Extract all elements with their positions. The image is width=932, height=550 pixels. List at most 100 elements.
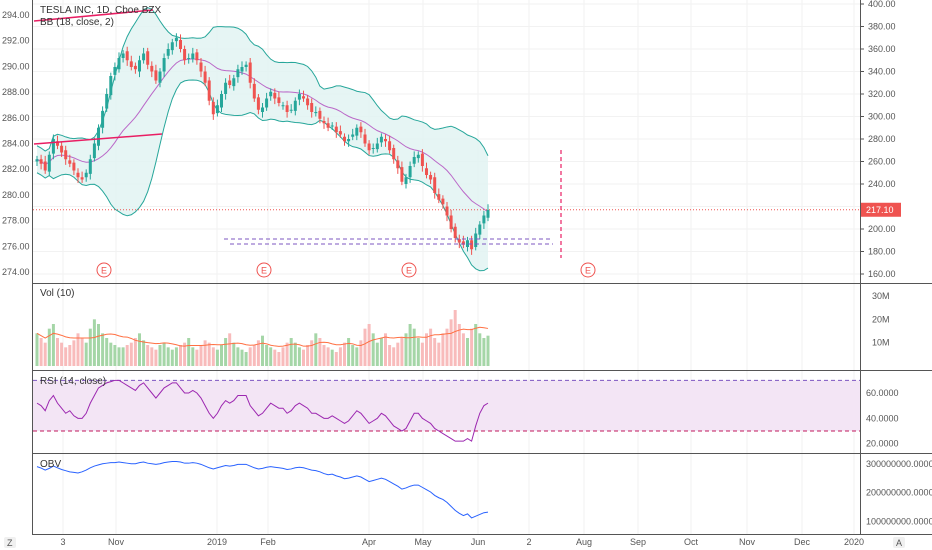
volume-bar: [433, 338, 437, 366]
candle-body: [355, 127, 359, 136]
volume-axis-tick: 20M: [872, 314, 890, 324]
earnings-marker[interactable]: [580, 262, 596, 278]
candle-body: [113, 67, 117, 75]
candle-body: [133, 65, 137, 70]
candle-body: [92, 143, 96, 159]
volume-bar: [379, 338, 383, 366]
x-axis-tick: Feb: [260, 537, 276, 547]
trend-line-mid[interactable]: [33, 133, 163, 145]
volume-bar: [170, 349, 174, 366]
candle-body: [461, 241, 465, 245]
earnings-marker[interactable]: [256, 262, 272, 278]
earnings-marker[interactable]: [96, 262, 112, 278]
x-axis-tick: Aug: [576, 537, 592, 547]
volume-bar: [453, 310, 457, 366]
volume-bar: [314, 333, 318, 366]
volume-bar: [482, 338, 486, 366]
volume-bar: [474, 324, 478, 366]
left-axis-tick: 278.00: [2, 216, 30, 226]
candle-body: [142, 53, 146, 61]
candle-body: [60, 145, 64, 153]
candle-body: [150, 65, 154, 72]
volume-bar: [269, 347, 273, 366]
volume-bar: [277, 352, 281, 366]
auto-scale-button[interactable]: [893, 537, 905, 548]
volume-bar: [199, 345, 203, 366]
volume-bar: [408, 324, 412, 366]
volume-bar: [351, 345, 355, 366]
x-axis-tick: Apr: [362, 537, 376, 547]
candle-body: [64, 150, 68, 160]
candle-body: [109, 76, 113, 96]
volume-bar: [191, 347, 195, 366]
volume-bar: [392, 347, 396, 366]
candle-body: [220, 94, 223, 108]
candle-body: [273, 92, 277, 99]
candle-body: [416, 154, 420, 159]
volume-bar: [273, 349, 277, 366]
candle-body: [470, 240, 474, 250]
candle-body: [338, 131, 342, 135]
candle-body: [322, 121, 326, 124]
candle-body: [400, 167, 404, 182]
candle-body: [236, 69, 240, 78]
volume-bar: [248, 347, 252, 366]
volume-bar: [261, 335, 264, 366]
left-axis-tick: 284.00: [2, 139, 30, 149]
candle-body: [379, 136, 383, 143]
rsi-legend: RSI (14, close): [40, 376, 106, 387]
candle-body: [97, 127, 100, 146]
volume-axis-tick: 10M: [872, 338, 890, 348]
candle-body: [183, 49, 187, 61]
trend-lines[interactable]: [33, 9, 562, 258]
volume-bar: [371, 333, 375, 366]
candle-body: [453, 226, 457, 238]
trend-line-top[interactable]: [33, 9, 154, 22]
candles: [35, 33, 490, 255]
obv-panel[interactable]: [32, 454, 860, 534]
obv-series: [36, 460, 489, 519]
volume-bar: [146, 345, 150, 366]
candle-body: [244, 64, 248, 67]
x-axis-tick: Nov: [739, 537, 756, 547]
earnings-marker[interactable]: [401, 262, 417, 278]
right-axis-tick: 400.00: [868, 0, 896, 9]
bb-fill: [37, 7, 488, 271]
candle-body: [486, 209, 490, 218]
candle-body: [170, 42, 174, 51]
volume-bar: [252, 345, 256, 366]
candle-body: [384, 139, 387, 142]
volume-bar: [441, 333, 445, 366]
zoom-button[interactable]: [4, 537, 16, 548]
volume-bar: [162, 342, 166, 366]
left-axis-tick: 294.00: [2, 10, 30, 20]
volume-bar: [367, 324, 371, 366]
right-axis-tick: 360.00: [868, 44, 896, 54]
volume-bar: [363, 328, 367, 366]
candle-body: [248, 62, 252, 83]
candle-body: [293, 100, 297, 111]
x-axis-tick: 2020: [844, 537, 864, 547]
candle-body: [420, 153, 424, 166]
candle-body: [474, 233, 478, 247]
volume-bar: [211, 347, 215, 366]
last-price-badge: [861, 202, 901, 217]
volume-bar: [318, 338, 322, 366]
candle-body: [158, 71, 162, 83]
volume-bar: [150, 347, 154, 366]
candle-body: [252, 83, 256, 99]
candle-body: [228, 80, 232, 85]
x-axis-tick: Jun: [471, 537, 486, 547]
candle-body: [146, 51, 150, 65]
volume-bar: [396, 342, 400, 366]
x-axis-tick: Dec: [794, 537, 811, 547]
candle-body: [191, 53, 195, 60]
x-axis-tick: 2: [526, 537, 531, 547]
bb-lower: [36, 79, 489, 272]
rsi-axis-tick: 20.0000: [866, 439, 899, 449]
rsi-axis-tick: 60.0000: [866, 388, 899, 398]
x-axis-tick: Sep: [630, 537, 646, 547]
volume-bar: [224, 338, 228, 366]
